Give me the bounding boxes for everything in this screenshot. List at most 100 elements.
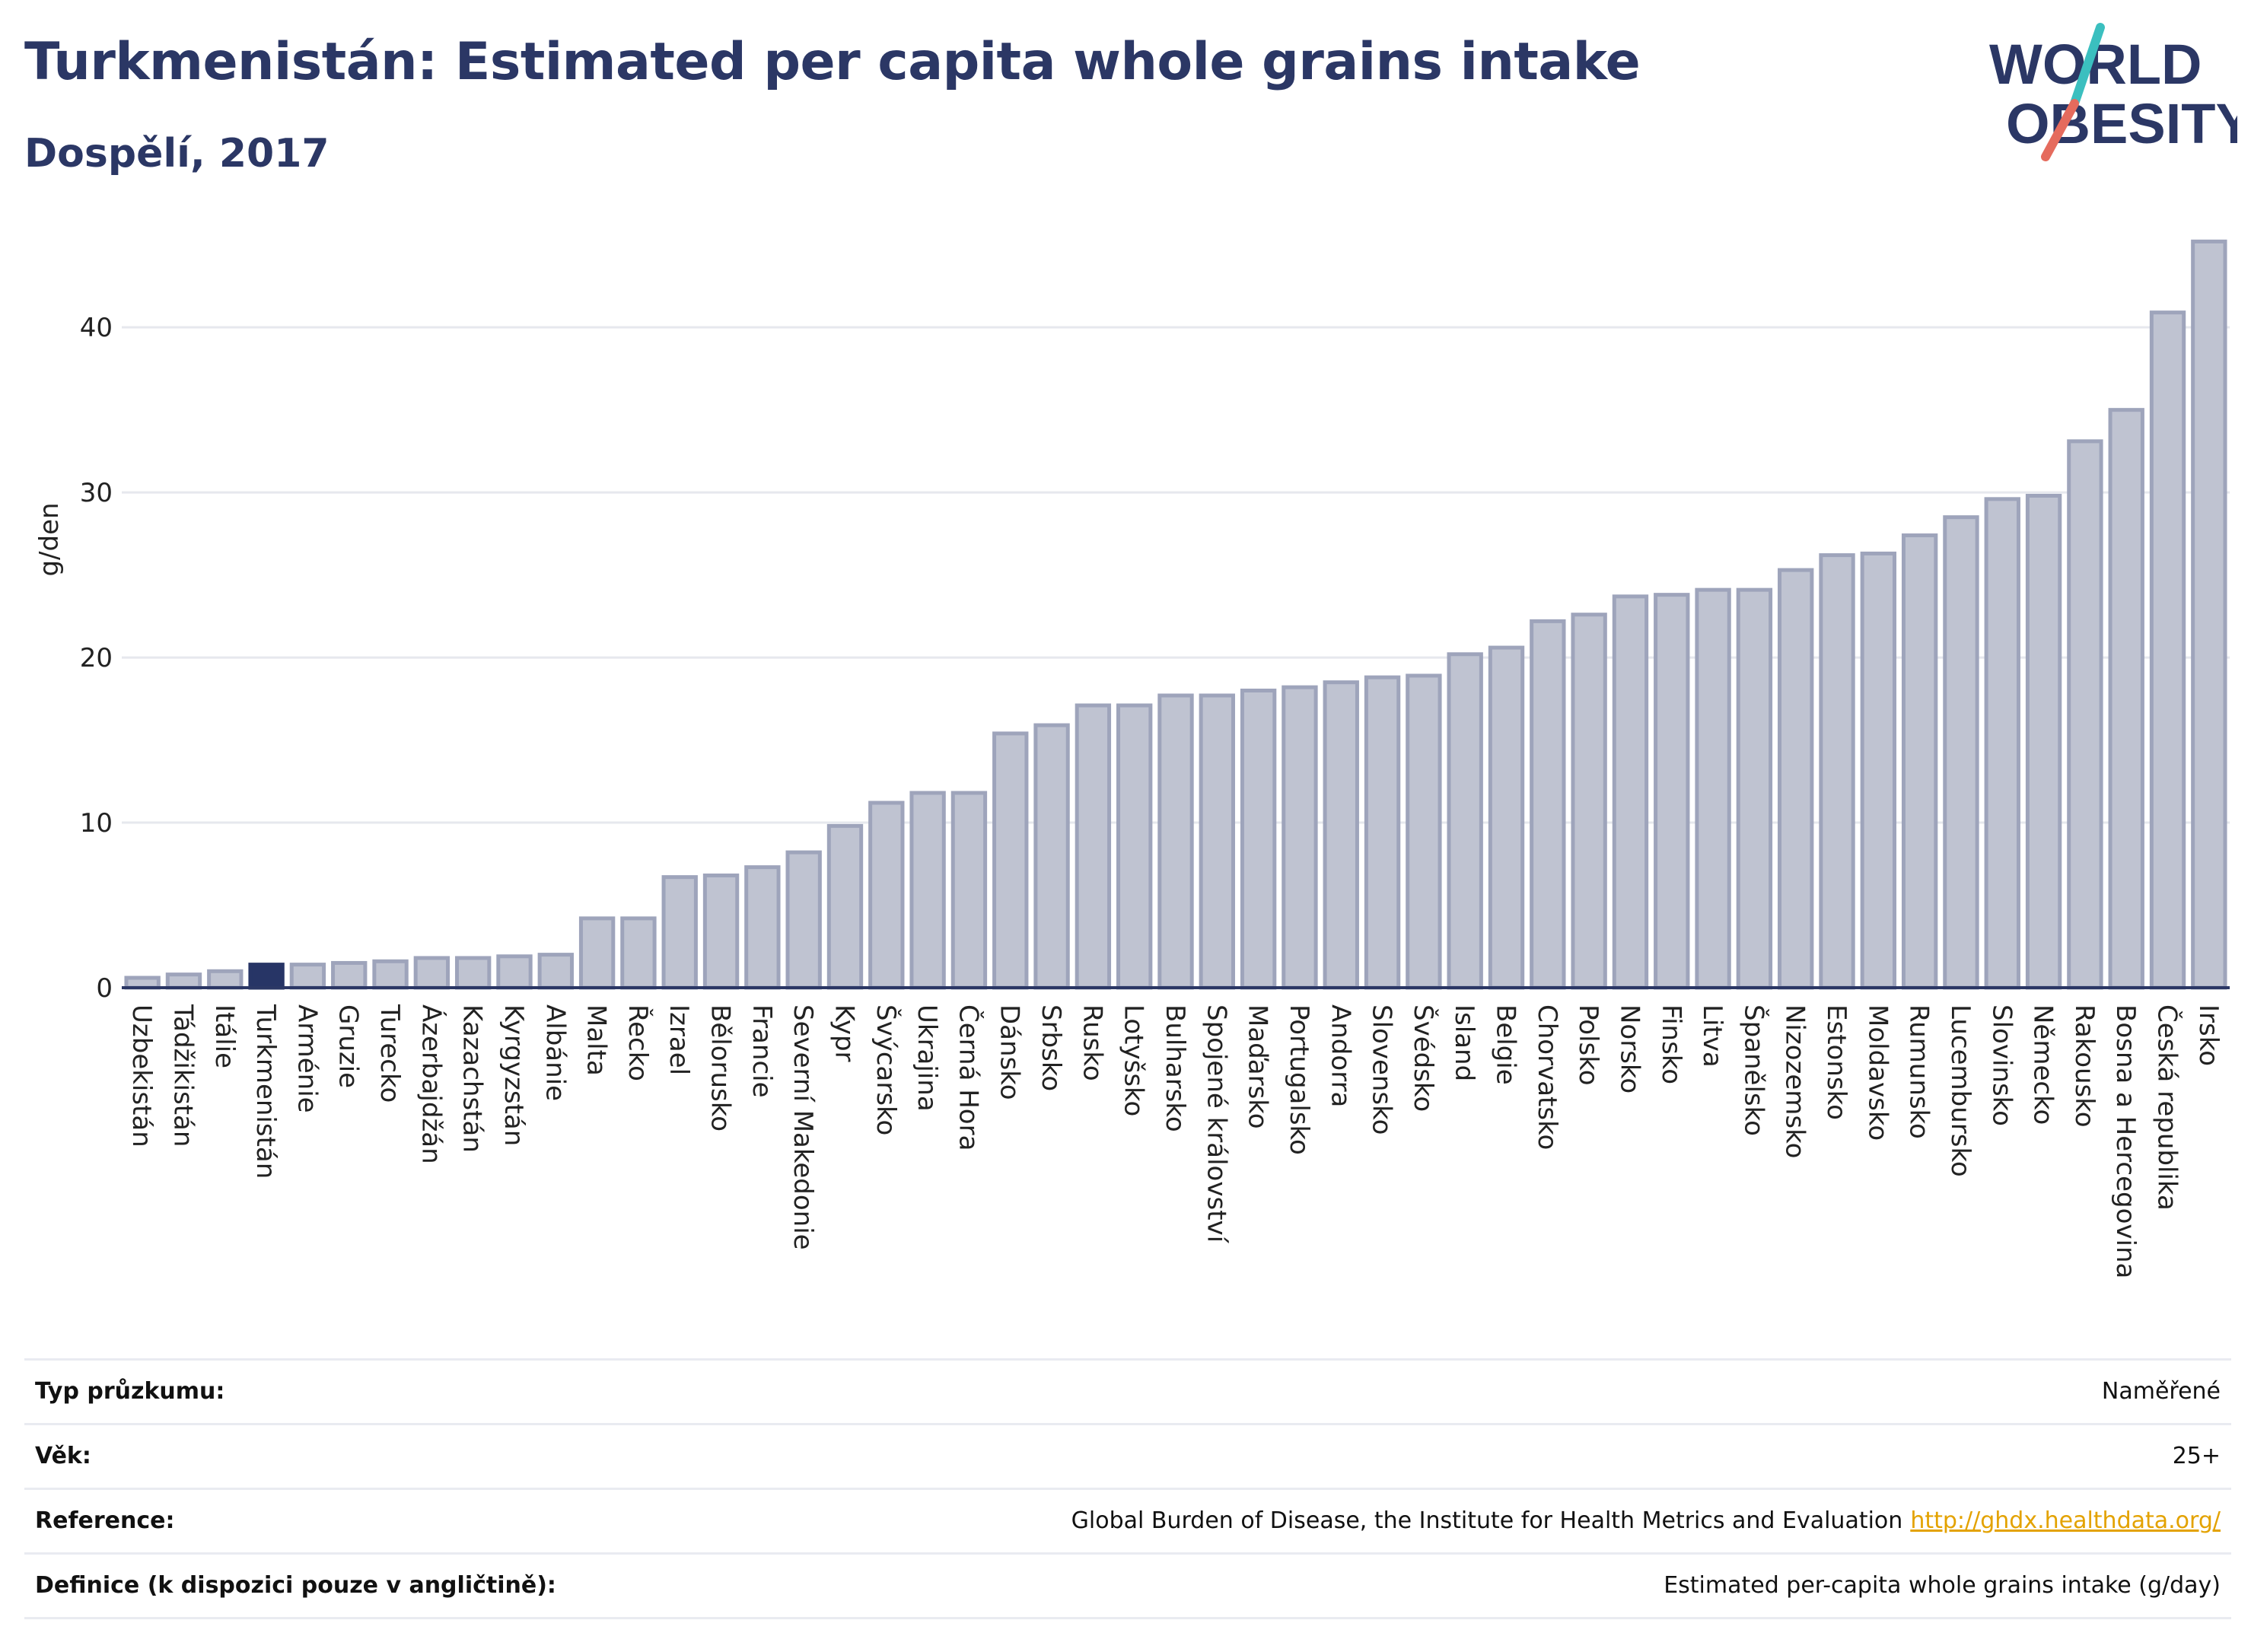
x-tick-label: Kazachstán [457,1004,488,1153]
bar-Finsko[interactable] [1654,593,1690,990]
x-tick-label: Severní Makedonie [788,1004,818,1250]
bar-Itálie[interactable] [207,969,244,990]
metadata-value: Estimated per-capita whole grains intake… [1664,1555,2221,1617]
metadata-value-text: Global Burden of Disease, the Institute … [1071,1507,1903,1534]
bar-Lucembursko[interactable] [1943,515,1979,990]
x-tick-label: Bělorusko [705,1004,736,1132]
bar-Slovinsko[interactable] [1984,497,2020,990]
bar-Bělorusko[interactable] [702,873,740,990]
bar-Gruzie[interactable] [331,960,368,990]
bar-Srbsko[interactable] [1033,723,1070,990]
x-tick-label: Itálie [209,1004,240,1068]
bar-Malta[interactable] [578,916,616,990]
bar-Švýcarsko[interactable] [868,801,905,990]
x-tick-label: Turecko [374,1004,405,1103]
bar-Bosna a Hercegovina[interactable] [2108,408,2144,990]
bar-Norsko[interactable] [1612,594,1649,990]
x-tick-label: Finsko [1656,1004,1686,1084]
x-tick-label: Moldavsko [1862,1004,1893,1141]
bar-Černá Hora[interactable] [950,791,988,990]
bar-Španělsko[interactable] [1736,587,1773,990]
bar-Rumunsko[interactable] [1901,533,1938,990]
bar-Francie[interactable] [744,865,781,990]
bar-Rusko[interactable] [1075,703,1112,990]
bar-Albánie[interactable] [537,953,574,990]
bar-Moldavsko[interactable] [1860,551,1897,990]
bar-Polsko[interactable] [1571,613,1607,990]
metadata-label: Definice (k dispozici pouze v angličtině… [35,1572,556,1599]
metadata-label: Věk: [35,1443,91,1469]
metadata-table: Typ průzkumu: Naměřené Věk: 25+ Reference: Gl… [24,1358,2231,1619]
bar-Lotyšsko[interactable] [1116,703,1153,990]
x-tick-label: Slovensko [1367,1004,1397,1135]
x-tick-label: Kypr [829,1004,859,1062]
bar-Ázerbajdžán[interactable] [413,956,451,990]
x-tick-label: Norsko [1614,1004,1644,1093]
x-tick-label: Albánie [540,1004,570,1101]
bar-Slovensko[interactable] [1364,675,1401,990]
bar-Německo[interactable] [2025,493,2062,990]
x-tick-label: Maďarsko [1243,1004,1273,1129]
y-tick-label: 30 [80,478,113,508]
logo-text-obesity: OBESITY [2006,92,2237,155]
x-tick-label: Turkmenistán [250,1004,281,1179]
metadata-label: Reference: [35,1507,175,1534]
x-tick-label: Uzbekistán [126,1004,157,1147]
y-axis-ticks: 0 10 20 30 40 [80,313,113,1004]
bar-Chorvatsko[interactable] [1530,619,1566,990]
reference-link[interactable]: http://ghdx.healthdata.org/ [1910,1507,2221,1534]
x-tick-label: Litva [1697,1004,1727,1068]
bar-Bulharsko[interactable] [1157,693,1194,990]
x-tick-label: Spojené království [1201,1004,1231,1244]
x-tick-label: Rumunsko [1904,1004,1934,1139]
y-tick-label: 10 [80,808,113,839]
bar-Litva[interactable] [1695,587,1731,990]
x-tick-label: Ukrajina [912,1004,942,1112]
bar-Řecko[interactable] [620,916,657,990]
metadata-row: Definice (k dispozici pouze v angličtině… [24,1552,2231,1619]
bar-Belgie[interactable] [1488,645,1525,990]
metadata-row: Reference: Global Burden of Disease, the … [24,1488,2231,1552]
bar-Estonsko[interactable] [1819,553,1855,990]
x-tick-label: Malta [581,1004,612,1076]
x-tick-label: Česká republika [2152,1004,2183,1211]
x-tick-label: Francie [747,1004,777,1098]
metadata-value: Naměřené [2102,1361,2221,1423]
x-tick-label: Irsko [2193,1004,2224,1066]
bar-Tádžikistán[interactable] [165,972,202,990]
chart-subtitle: Dospělí, 2017 [24,131,330,177]
bar-Andorra[interactable] [1323,680,1359,990]
bar-Arménie[interactable] [289,963,326,990]
bar-Kypr[interactable] [826,823,864,990]
x-tick-label: Lucembursko [1945,1004,1976,1177]
bar-Island[interactable] [1447,652,1483,990]
bar-Portugalsko[interactable] [1282,685,1318,990]
x-tick-label: Island [1449,1004,1479,1081]
metadata-row: Typ průzkumu: Naměřené [24,1358,2231,1423]
bar-Irsko[interactable] [2191,239,2227,990]
bar-Turecko[interactable] [372,959,409,990]
metadata-value-text: 25+ [2172,1443,2221,1469]
x-tick-label: Bulharsko [1160,1004,1190,1132]
bar-Spojené království[interactable] [1199,693,1235,990]
y-tick-label: 20 [80,643,113,673]
chart-title: Turkmenistán: Estimated per capita whole… [24,32,1641,92]
bar-Nizozemsko[interactable] [1778,568,1814,990]
bar-Kyrgyzstán[interactable] [496,954,533,990]
bar-Maďarsko[interactable] [1240,688,1277,990]
bar-Švédsko[interactable] [1406,673,1442,990]
metadata-label: Typ průzkumu: [35,1378,225,1405]
bar-Severní Makedonie[interactable] [785,850,822,990]
bar-Turkmenistán[interactable] [248,963,285,990]
metadata-value: 25+ [2173,1425,2221,1488]
x-tick-label: Estonsko [1821,1004,1851,1120]
bar-Izrael[interactable] [661,875,698,990]
bar-Dánsko[interactable] [992,731,1029,990]
x-tick-label: Gruzie [333,1004,364,1088]
bar-Rakousko[interactable] [2067,439,2103,990]
bar-Ukrajina[interactable] [909,791,946,990]
bar-Kazachstán[interactable] [454,956,492,990]
x-tick-label: Belgie [1491,1004,1521,1085]
logo-slash-bottom [2041,99,2079,161]
bar-Česká republika[interactable] [2149,310,2186,990]
